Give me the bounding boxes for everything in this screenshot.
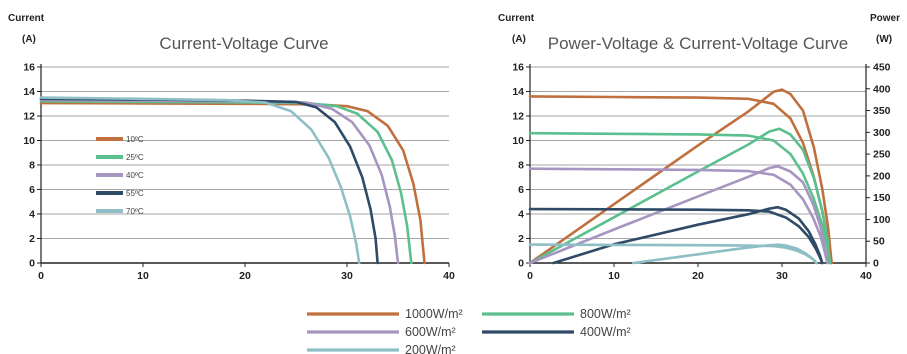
left-xtick-label: 10 (137, 270, 149, 282)
right-y2unit: (W) (876, 34, 892, 45)
left-ytick-label: 4 (29, 209, 35, 221)
left-chart: 0 2 4 6 8 10 12 14 16 0 10 20 30 40 10ºC 25ºC 40ºC 55ºC 70… (23, 62, 455, 283)
right-power-line (632, 243, 818, 265)
right-power-line (528, 88, 833, 265)
right-ytick-label: 8 (518, 160, 524, 172)
right-y2tick-label: 200 (873, 170, 891, 182)
right-power-line (528, 127, 832, 265)
right-ytick-label: 14 (512, 86, 524, 98)
right-ytick-label: 0 (518, 258, 524, 270)
left-series-line (39, 96, 361, 265)
left-yunit: (A) (22, 34, 36, 45)
right-ytick-label: 2 (518, 233, 524, 245)
right-y2tick-label: 300 (873, 127, 891, 139)
right-y2tick-label: 0 (873, 258, 879, 270)
right-xtick-label: 0 (527, 270, 533, 282)
left-legend-label: 55ºC (126, 189, 144, 198)
left-xtick-label: 30 (341, 270, 353, 282)
right-current-line (528, 207, 824, 265)
right-xtick-label: 10 (608, 270, 620, 282)
right-chart-title: Power-Voltage & Current-Voltage Curve (548, 34, 849, 53)
left-chart-title: Current-Voltage Curve (159, 34, 328, 53)
left-series-line (39, 101, 426, 265)
left-ytick-label: 12 (23, 111, 35, 123)
left-legend-label: 10ºC (126, 135, 144, 144)
left-legend-label: 25ºC (126, 153, 144, 162)
right-y2tick-label: 450 (873, 62, 891, 74)
left-ytick-label: 10 (23, 135, 35, 147)
right-y2label: Power (870, 13, 900, 24)
left-legend-label: 40ºC (126, 171, 144, 180)
right-y2tick-label: 400 (873, 83, 891, 95)
left-ylabel: Current (8, 13, 45, 24)
right-current-line (528, 167, 829, 265)
left-xtick-label: 40 (443, 270, 455, 282)
right-xtick-label: 40 (860, 270, 872, 282)
right-ytick-label: 6 (518, 184, 524, 196)
right-power-line (528, 165, 829, 265)
bottom-legend-label: 200W/m² (405, 343, 456, 354)
right-y2tick-label: 150 (873, 192, 891, 204)
left-xtick-label: 20 (239, 270, 251, 282)
right-ytick-label: 4 (518, 209, 524, 221)
left-ytick-label: 14 (23, 86, 35, 98)
right-y2tick-label: 250 (873, 149, 891, 161)
left-legend-label: 70ºC (126, 207, 144, 216)
right-yunit: (A) (512, 34, 526, 45)
left-ytick-label: 16 (23, 62, 35, 74)
right-xtick-label: 30 (776, 270, 788, 282)
right-ylabel: Current (498, 13, 535, 24)
bottom-legend-label: 800W/m² (580, 307, 631, 321)
left-ytick-label: 6 (29, 184, 35, 196)
right-power-line (552, 205, 824, 265)
left-xtick-label: 0 (38, 270, 44, 282)
bottom-legend-label: 1000W/m² (405, 307, 463, 321)
right-current-line (528, 243, 818, 265)
right-ytick-label: 12 (512, 111, 524, 123)
right-y2tick-label: 350 (873, 105, 891, 117)
bottom-legend-label: 400W/m² (580, 325, 631, 339)
right-ytick-label: 16 (512, 62, 524, 74)
right-y2tick-label: 50 (873, 236, 885, 248)
bottom-legend-label: 600W/m² (405, 325, 456, 339)
right-xtick-label: 20 (692, 270, 704, 282)
left-ytick-label: 2 (29, 233, 35, 245)
right-y2tick-label: 100 (873, 214, 891, 226)
bottom-legend: 1000W/m² 800W/m² 600W/m² 400W/m² 200W/m² (307, 307, 631, 354)
right-ytick-label: 10 (512, 135, 524, 147)
right-current-line (528, 131, 832, 265)
left-ytick-label: 0 (29, 258, 35, 270)
left-ytick-label: 8 (29, 160, 35, 172)
